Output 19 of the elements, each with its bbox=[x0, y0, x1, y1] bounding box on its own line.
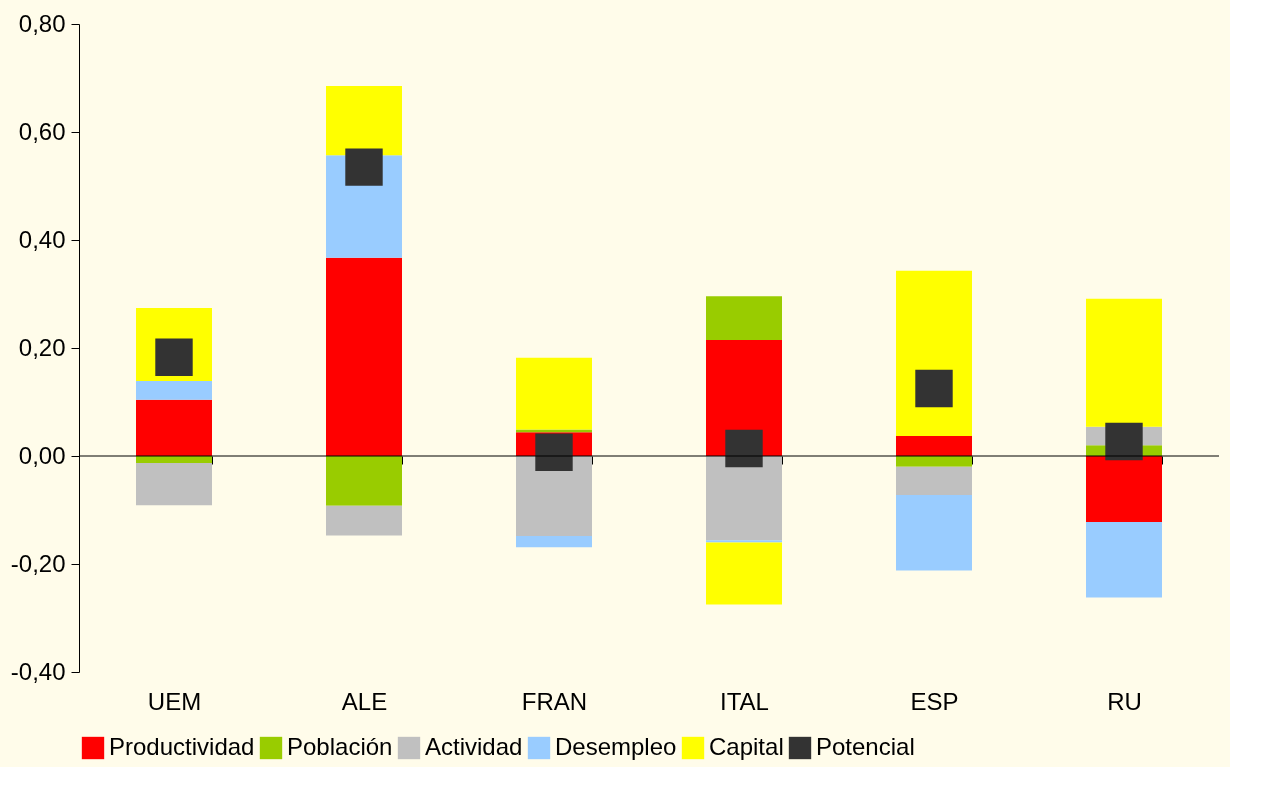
y-tick-label: 0,80 bbox=[18, 9, 66, 37]
x-tick-label: UEM bbox=[147, 687, 202, 715]
y-tick-label: -0,40 bbox=[10, 657, 66, 685]
legend-label: Potencial bbox=[816, 733, 915, 760]
x-tick-label: RU bbox=[1107, 687, 1142, 715]
y-tick-label: 0,20 bbox=[18, 333, 66, 361]
x-tick-label: ESP bbox=[910, 687, 959, 715]
legend-label: Productividad bbox=[109, 733, 255, 760]
legend-label: Actividad bbox=[425, 733, 523, 760]
legend-label: Población bbox=[287, 733, 393, 760]
x-tick-label: ITAL bbox=[720, 687, 769, 715]
y-tick-label: -0,20 bbox=[10, 549, 66, 577]
y-tick-label: 0,40 bbox=[18, 225, 66, 253]
legend-label: Desempleo bbox=[555, 733, 677, 760]
y-tick-label: 0,60 bbox=[18, 117, 66, 145]
y-tick-label: 0,00 bbox=[18, 441, 66, 469]
legend-label: Capital bbox=[709, 733, 784, 760]
x-tick-label: ALE bbox=[341, 687, 388, 715]
x-tick-label: FRAN bbox=[521, 687, 588, 715]
